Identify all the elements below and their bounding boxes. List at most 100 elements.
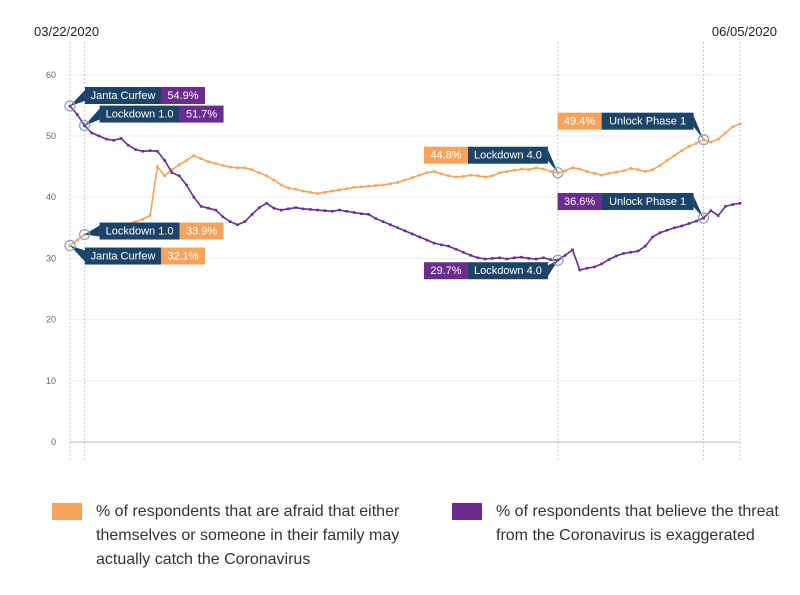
annotation-value: 54.9% [167, 90, 198, 102]
annotation-marker [78, 119, 91, 132]
data-point [432, 170, 436, 173]
data-point [491, 257, 494, 260]
data-point [600, 173, 603, 177]
data-point [301, 207, 305, 211]
data-point [330, 209, 334, 213]
data-point [738, 202, 742, 205]
annotation-name-box [85, 87, 161, 105]
data-point [483, 175, 487, 179]
data-point [461, 250, 465, 254]
data-point [695, 219, 698, 223]
y-tick-label: 60 [46, 70, 56, 80]
data-point [505, 257, 509, 261]
annotation-pointer [693, 196, 704, 219]
data-point [352, 186, 356, 189]
legend-afraid: % of respondents that are afraid that ei… [52, 500, 452, 572]
annotation-value: 32.1% [167, 251, 198, 263]
data-point [294, 187, 298, 191]
data-point [141, 150, 145, 153]
data-point [367, 213, 370, 216]
data-point [658, 231, 662, 234]
data-point [316, 208, 319, 212]
data-point [177, 174, 181, 178]
data-point [243, 220, 247, 223]
data-point [389, 182, 392, 186]
annotation-pointer [84, 108, 100, 126]
data-point [425, 238, 429, 242]
annotation-value-box [557, 112, 602, 130]
data-point [549, 258, 552, 261]
data-point [250, 213, 254, 216]
data-point [563, 169, 567, 173]
data-point [403, 178, 407, 182]
data-point [491, 174, 494, 178]
data-point [665, 159, 669, 162]
data-point [461, 175, 465, 178]
data-point [221, 164, 225, 167]
data-point [665, 228, 669, 232]
annotation-value-box [557, 193, 602, 211]
data-point [294, 206, 298, 209]
data-point [279, 183, 283, 187]
data-point [549, 170, 552, 173]
data-point [228, 165, 232, 169]
data-point [563, 254, 567, 257]
data-point [673, 226, 676, 230]
data-point [352, 211, 356, 214]
data-point [731, 125, 735, 129]
x-start-date-label: 03/22/2020 [34, 24, 99, 39]
data-point [556, 258, 560, 262]
data-point [265, 174, 268, 178]
data-point [265, 202, 268, 205]
annotation-value-box [161, 247, 205, 265]
data-point [68, 104, 72, 108]
data-point [636, 249, 640, 253]
x-end-date-label: 06/05/2020 [712, 24, 777, 39]
data-point [381, 220, 385, 223]
data-point [673, 154, 676, 157]
data-point [250, 168, 254, 171]
annotation-name-box [601, 193, 694, 211]
data-point [571, 166, 574, 170]
data-point [83, 124, 86, 127]
annotation-name: Lockdown 1.0 [106, 109, 174, 121]
data-point [687, 145, 691, 148]
data-point [418, 235, 421, 239]
data-point [374, 217, 378, 220]
data-point [593, 265, 596, 269]
data-point [75, 113, 79, 116]
data-point [90, 131, 94, 135]
data-point [214, 162, 217, 165]
annotation-value-box [179, 222, 224, 240]
data-point [170, 171, 174, 175]
legend-exaggerated: % of respondents that believe the threat… [452, 500, 782, 548]
data-point [105, 137, 108, 141]
data-point [644, 170, 647, 173]
data-point [440, 243, 443, 247]
annotation-name: Unlock Phase 1 [609, 196, 686, 208]
data-point [148, 149, 152, 152]
annotation-name: Lockdown 4.0 [474, 265, 542, 277]
data-point [651, 235, 654, 239]
data-point [600, 262, 603, 266]
data-point [709, 140, 713, 144]
annotation-marker [697, 212, 710, 224]
annotation-value-box [423, 262, 468, 280]
data-point [454, 175, 458, 179]
annotation-value-box [179, 105, 224, 123]
data-point [279, 208, 283, 212]
data-point [410, 232, 414, 236]
data-point [323, 191, 327, 194]
data-point [396, 181, 400, 184]
data-point [309, 208, 312, 211]
data-point [258, 171, 261, 175]
data-point [469, 254, 472, 257]
data-point [716, 214, 720, 217]
data-point [520, 255, 523, 259]
annotation-pointer [84, 225, 100, 237]
data-point [629, 250, 633, 254]
annotation-name-box [467, 146, 548, 164]
data-point [214, 208, 217, 212]
annotation-name-box [99, 222, 180, 240]
y-tick-label: 0 [51, 437, 56, 447]
